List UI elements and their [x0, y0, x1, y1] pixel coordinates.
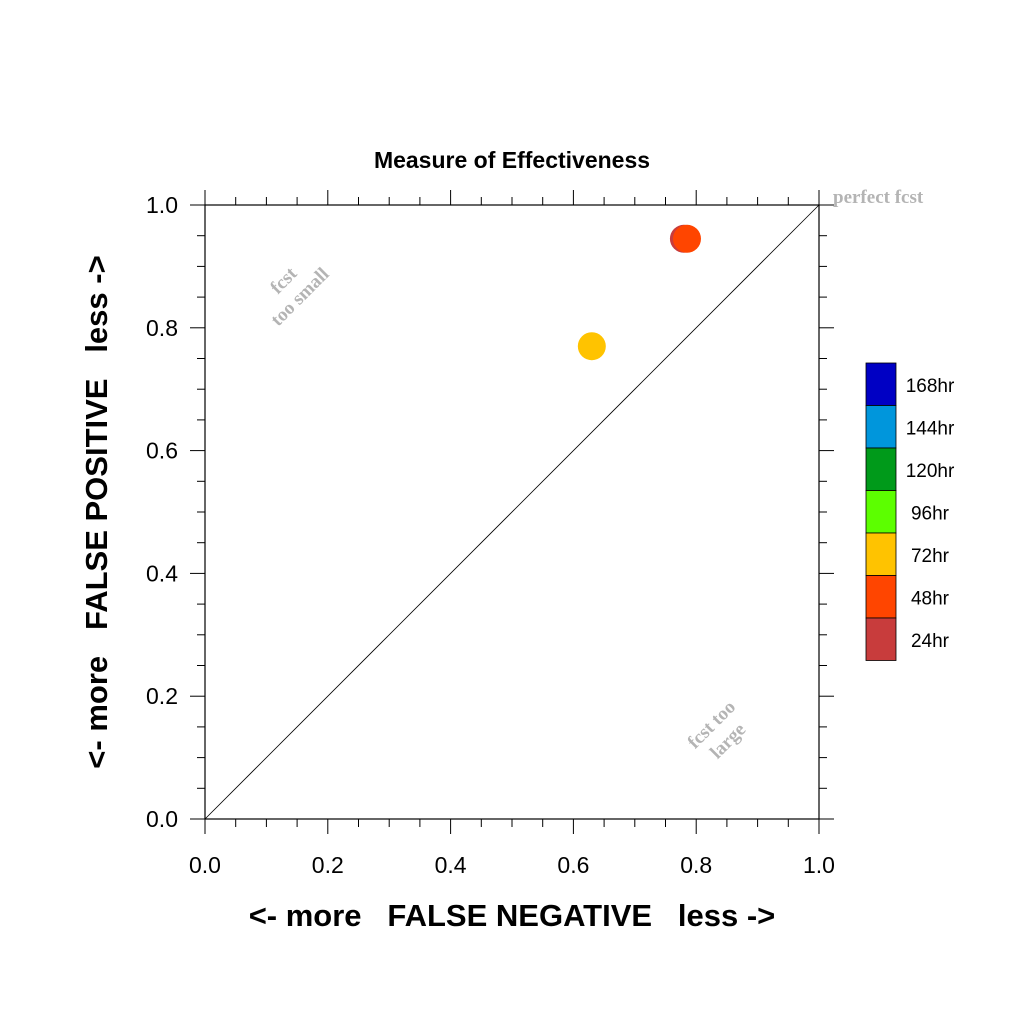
fcst-too-small-annotation: fcst too small — [266, 263, 333, 331]
legend-label-72hr: 72hr — [911, 546, 950, 567]
y-tick-label: 0.6 — [146, 438, 178, 464]
x-axis-label: <- more FALSE NEGATIVE less -> — [249, 898, 776, 933]
legend-swatch-120hr — [865, 447, 897, 491]
x-tick-label: 0.0 — [189, 852, 221, 878]
axis-ticks — [190, 190, 834, 834]
y-axis-label: <- more FALSE POSITIVE less -> — [79, 255, 114, 768]
y-tick-label: 0.0 — [146, 806, 178, 832]
legend-swatch-24hr — [865, 617, 897, 661]
chart-title: Measure of Effectiveness — [374, 147, 650, 173]
legend-label-48hr: 48hr — [911, 589, 950, 610]
y-tick-label: 0.4 — [146, 560, 178, 586]
tick-labels: 0.0 0.2 0.4 0.6 0.8 1.0 0.0 0.2 0.4 0.6 0.8 1.0 — [146, 192, 835, 878]
legend-label-144hr: 144hr — [906, 419, 955, 440]
legend-label-24hr: 24hr — [911, 631, 950, 652]
legend-swatch-144hr — [865, 405, 897, 449]
legend-label-120hr: 120hr — [906, 461, 955, 482]
y-tick-label: 0.8 — [146, 315, 178, 341]
x-tick-label: 1.0 — [803, 852, 835, 878]
fcst-too-large-annotation: fcst too large — [684, 697, 750, 763]
legend-swatch-168hr — [865, 362, 897, 406]
point-72hr — [577, 332, 606, 361]
x-tick-label: 0.2 — [312, 852, 344, 878]
data-points — [577, 224, 701, 361]
legend-label-96hr: 96hr — [911, 504, 950, 525]
legend-label-168hr: 168hr — [906, 376, 955, 397]
legend-swatch-48hr — [865, 575, 897, 619]
x-tick-label: 0.4 — [435, 852, 467, 878]
perfect-fcst-label: perfect fcst — [833, 187, 924, 208]
legend-swatch-96hr — [865, 490, 897, 534]
plot-frame — [204, 204, 820, 820]
point-48hr — [672, 224, 701, 253]
y-tick-label: 1.0 — [146, 192, 178, 218]
legend-swatch-72hr — [865, 532, 897, 576]
legend: 168hr 144hr 120hr 96hr 72hr 48hr 24hr — [865, 362, 955, 661]
y-tick-label: 0.2 — [146, 683, 178, 709]
x-tick-label: 0.8 — [680, 852, 712, 878]
perfect-forecast-diagonal — [204, 204, 820, 820]
x-tick-label: 0.6 — [557, 852, 589, 878]
